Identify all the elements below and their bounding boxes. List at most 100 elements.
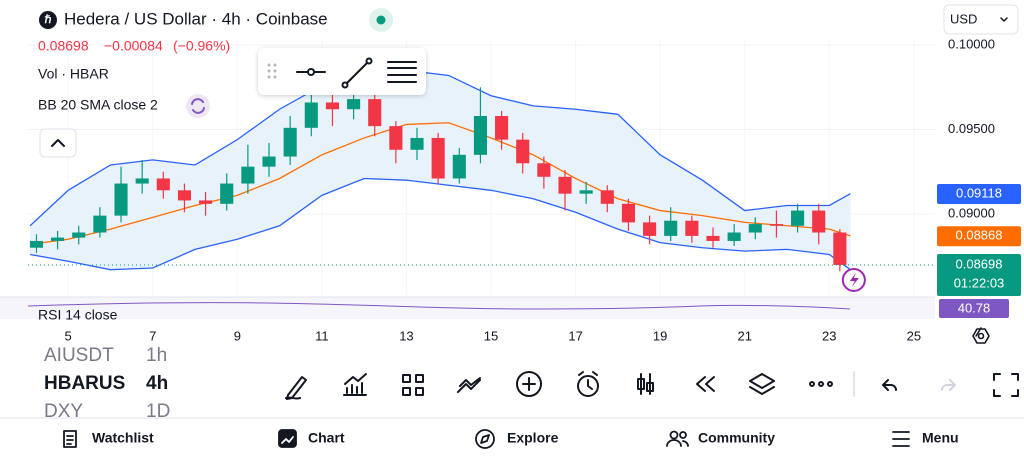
candle-body <box>473 115 487 155</box>
lines-tool[interactable] <box>387 61 417 83</box>
bb-refresh[interactable] <box>186 94 210 118</box>
candle-body <box>114 183 128 216</box>
layers-icon[interactable] <box>749 373 775 395</box>
candle-body <box>347 99 361 110</box>
watchlist-icon[interactable] <box>63 430 77 448</box>
currency: USD <box>950 11 977 26</box>
price-badge-label: 0.08868 <box>956 228 1003 243</box>
candle-body <box>135 178 149 184</box>
candle-body <box>410 137 424 150</box>
candle-body <box>516 139 530 164</box>
menu-icon[interactable] <box>892 431 910 447</box>
rsi-value: 40.78 <box>958 300 991 315</box>
band-lower <box>30 177 851 271</box>
candle-body <box>685 220 699 236</box>
watch-symbol[interactable]: AIUSDT <box>44 345 114 366</box>
draw-icon[interactable] <box>285 376 307 400</box>
watch-symbol[interactable]: DXY <box>44 401 83 422</box>
indicator-volume[interactable]: Vol · HBAR <box>38 66 109 82</box>
indicator-bb[interactable]: BB 20 SMA close 2 <box>38 97 158 113</box>
nav-item[interactable]: Chart <box>308 430 345 446</box>
replay-bolt <box>849 272 859 287</box>
price-badge-label: 0.08698 <box>956 256 1003 271</box>
bottom-toolbar <box>285 371 1019 400</box>
candle-body <box>199 200 213 204</box>
candle-body <box>706 235 720 241</box>
candle-body <box>621 203 635 223</box>
undo-icon[interactable] <box>882 379 897 391</box>
candle-body <box>537 163 551 177</box>
x-tick-label: 15 <box>484 328 498 343</box>
layout-icon[interactable] <box>402 374 424 396</box>
y-tick-label: 0.10000 <box>948 37 995 52</box>
chart-icon[interactable] <box>278 429 297 448</box>
candle-body <box>600 190 614 204</box>
x-tick-label: 5 <box>65 328 72 343</box>
y-tick-label: 0.09500 <box>948 121 995 136</box>
refresh-icon <box>191 98 205 114</box>
nav-item[interactable]: Watchlist <box>92 430 154 446</box>
candle-body <box>643 222 657 236</box>
candle-body <box>262 156 276 167</box>
chevron-up <box>51 139 65 147</box>
price-badge-label: 0.09118 <box>956 185 1002 200</box>
chart-type-icon[interactable] <box>637 373 654 395</box>
watch-symbol[interactable]: HBARUS <box>44 373 125 394</box>
watch-interval: 1h <box>146 345 167 366</box>
redo-icon[interactable] <box>941 379 956 391</box>
replay-icon[interactable] <box>696 376 715 392</box>
add-icon[interactable] <box>516 371 542 397</box>
indicators-icon[interactable] <box>343 373 367 396</box>
candle-body <box>241 166 255 184</box>
band-upper <box>29 69 851 227</box>
candle-body <box>558 176 572 194</box>
candle-body <box>283 127 297 157</box>
candle-body <box>29 240 44 248</box>
compare-icon[interactable] <box>457 377 481 393</box>
bar-countdown: 01:22:03 <box>954 275 1005 290</box>
fullscreen-icon[interactable] <box>993 373 1019 397</box>
candle-body <box>664 220 678 236</box>
candle-body <box>495 115 509 140</box>
drag-handle[interactable] <box>267 63 277 79</box>
trend-line-tool[interactable] <box>341 57 373 89</box>
collapse-button[interactable] <box>39 128 77 158</box>
symbol-title[interactable]: Hedera / US Dollar · 4h · Coinbase <box>64 9 328 28</box>
candle-body <box>156 178 170 191</box>
drawing-toolbar <box>258 48 426 95</box>
nav-item[interactable]: Explore <box>507 430 559 446</box>
more-icon[interactable] <box>827 381 833 387</box>
candle-body <box>748 224 762 233</box>
alert-icon[interactable] <box>577 375 599 397</box>
nav-item[interactable]: Community <box>698 430 775 446</box>
coin-glyph: ℏ <box>45 14 52 26</box>
watchlist: AIUSDT 1h HBARUS 4h DXY 1D <box>44 345 170 422</box>
rsi-label: RSI 14 close <box>38 307 118 323</box>
candle-body <box>579 190 593 194</box>
chevron-down <box>1000 17 1008 22</box>
x-tick-label: 25 <box>907 328 921 343</box>
rsi-line-decor <box>27 302 851 310</box>
candle-body <box>812 210 826 233</box>
x-tick-label: 13 <box>399 328 413 343</box>
price-badge <box>937 184 1021 205</box>
candle-body <box>304 102 318 128</box>
explore-icon[interactable] <box>475 429 495 449</box>
candle-body <box>220 183 234 204</box>
x-tick-label: 11 <box>315 328 329 343</box>
candle-body <box>325 102 340 110</box>
nav-item[interactable]: Menu <box>922 430 959 446</box>
last-price: 0.08698 <box>38 38 89 54</box>
horizontal-line-tool[interactable] <box>296 68 326 76</box>
axis-settings[interactable] <box>972 327 990 344</box>
coin-icon <box>39 11 57 29</box>
price-change-pct: (−0.96%) <box>173 38 230 54</box>
y-tick-label: 0.09000 <box>948 205 995 220</box>
candle-body <box>769 224 783 226</box>
x-tick-label: 23 <box>822 328 836 343</box>
market-dot <box>376 15 386 25</box>
community-icon[interactable] <box>669 430 679 440</box>
watch-interval: 1D <box>146 401 170 422</box>
currency-select[interactable] <box>943 4 1019 35</box>
